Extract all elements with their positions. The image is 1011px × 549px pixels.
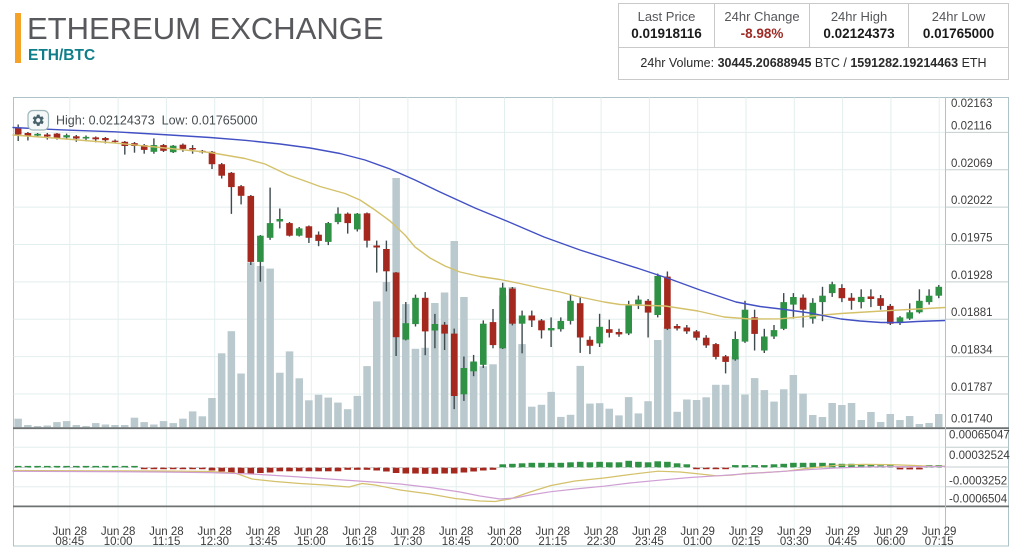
svg-text:Jun 28: Jun 28 xyxy=(294,526,329,538)
svg-text:10:00: 10:00 xyxy=(104,536,133,548)
svg-text:06:00: 06:00 xyxy=(877,536,906,548)
svg-text:Jun 28: Jun 28 xyxy=(342,526,377,538)
svg-text:03:30: 03:30 xyxy=(780,536,809,548)
svg-text:04:45: 04:45 xyxy=(828,536,857,548)
svg-text:-0.0006504: -0.0006504 xyxy=(949,494,1008,506)
svg-text:02:15: 02:15 xyxy=(732,536,761,548)
svg-text:12:30: 12:30 xyxy=(200,536,229,548)
svg-text:0.00065047: 0.00065047 xyxy=(949,430,1010,442)
svg-text:08:45: 08:45 xyxy=(55,536,84,548)
svg-text:Jun 28: Jun 28 xyxy=(53,526,88,538)
svg-text:Jun 29: Jun 29 xyxy=(680,526,715,538)
svg-text:-0.0003252: -0.0003252 xyxy=(949,475,1007,487)
svg-text:Jun 28: Jun 28 xyxy=(487,526,522,538)
svg-text:0.02069: 0.02069 xyxy=(951,158,993,170)
svg-text:01:00: 01:00 xyxy=(683,536,712,548)
svg-text:0.01928: 0.01928 xyxy=(951,270,993,282)
svg-text:0.02116: 0.02116 xyxy=(951,120,992,132)
svg-text:23:45: 23:45 xyxy=(635,536,664,548)
svg-text:15:00: 15:00 xyxy=(297,536,326,548)
svg-text:18:45: 18:45 xyxy=(442,536,471,548)
svg-text:0.02163: 0.02163 xyxy=(951,98,993,110)
svg-text:0.00032524: 0.00032524 xyxy=(949,450,1010,462)
svg-text:Jun 28: Jun 28 xyxy=(391,526,426,538)
svg-text:17:30: 17:30 xyxy=(394,536,423,548)
svg-text:Jun 28: Jun 28 xyxy=(246,526,281,538)
svg-text:Jun 28: Jun 28 xyxy=(584,526,619,538)
svg-text:Jun 28: Jun 28 xyxy=(197,526,232,538)
svg-text:Jun 29: Jun 29 xyxy=(874,526,909,538)
svg-text:Jun 29: Jun 29 xyxy=(922,526,957,538)
svg-text:Jun 29: Jun 29 xyxy=(777,526,812,538)
svg-text:Jun 29: Jun 29 xyxy=(825,526,860,538)
svg-text:Jun 28: Jun 28 xyxy=(536,526,571,538)
svg-text:07:15: 07:15 xyxy=(925,536,954,548)
svg-text:Jun 28: Jun 28 xyxy=(149,526,184,538)
svg-text:Jun 28: Jun 28 xyxy=(439,526,474,538)
svg-text:22:30: 22:30 xyxy=(587,536,616,548)
svg-text:0.01975: 0.01975 xyxy=(951,233,993,245)
svg-text:0.01834: 0.01834 xyxy=(951,345,993,357)
svg-text:11:15: 11:15 xyxy=(152,536,180,548)
svg-text:High: 0.02124373 Low: 0.01765: High: 0.02124373 Low: 0.01765000 xyxy=(56,114,258,128)
svg-text:20:00: 20:00 xyxy=(490,536,519,548)
svg-text:0.01787: 0.01787 xyxy=(951,382,993,394)
svg-text:21:15: 21:15 xyxy=(538,536,567,548)
svg-text:0.01881: 0.01881 xyxy=(951,307,993,319)
svg-text:0.02022: 0.02022 xyxy=(951,195,993,207)
svg-text:Jun 28: Jun 28 xyxy=(101,526,136,538)
svg-text:Jun 29: Jun 29 xyxy=(729,526,764,538)
svg-text:13:45: 13:45 xyxy=(249,536,278,548)
svg-text:Jun 28: Jun 28 xyxy=(632,526,667,538)
svg-text:16:15: 16:15 xyxy=(345,536,374,548)
svg-text:0.01740: 0.01740 xyxy=(951,414,993,426)
